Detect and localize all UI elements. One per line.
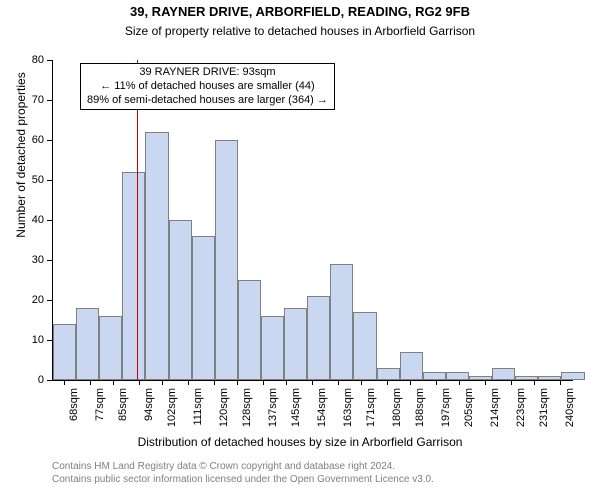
- x-tick-mark: [338, 380, 339, 385]
- y-tick-mark: [47, 140, 52, 141]
- x-tick-label: 180sqm: [391, 388, 403, 436]
- y-tick-label: 80: [20, 54, 44, 66]
- chart-subtitle: Size of property relative to detached ho…: [0, 24, 600, 38]
- y-axis-label: Number of detached properties: [14, 0, 28, 315]
- y-tick-mark: [47, 180, 52, 181]
- x-tick-mark: [263, 380, 264, 385]
- y-tick-label: 20: [20, 294, 44, 306]
- footer-line-1: Contains HM Land Registry data © Crown c…: [52, 460, 434, 473]
- histogram-bar: [122, 172, 145, 380]
- histogram-bar: [284, 308, 307, 380]
- histogram-bar: [99, 316, 122, 380]
- x-tick-label: 137sqm: [267, 388, 279, 436]
- histogram-bar: [469, 376, 492, 380]
- x-tick-mark: [312, 380, 313, 385]
- histogram-bar: [353, 312, 376, 380]
- histogram-bar: [377, 368, 400, 380]
- y-tick-label: 0: [20, 374, 44, 386]
- y-tick-mark: [47, 100, 52, 101]
- x-tick-label: 68sqm: [68, 388, 80, 436]
- x-tick-label: 128sqm: [241, 388, 253, 436]
- x-tick-mark: [387, 380, 388, 385]
- x-tick-mark: [459, 380, 460, 385]
- annotation-line-1: 39 RAYNER DRIVE: 93sqm: [87, 66, 328, 80]
- x-tick-mark: [485, 380, 486, 385]
- chart-title: 39, RAYNER DRIVE, ARBORFIELD, READING, R…: [0, 4, 600, 19]
- x-tick-label: 197sqm: [440, 388, 452, 436]
- histogram-bar: [446, 372, 469, 380]
- histogram-bar: [261, 316, 284, 380]
- y-tick-mark: [47, 300, 52, 301]
- x-tick-label: 145sqm: [290, 388, 302, 436]
- histogram-bar: [53, 324, 76, 380]
- x-tick-mark: [90, 380, 91, 385]
- x-axis-label: Distribution of detached houses by size …: [0, 435, 600, 449]
- footer-line-2: Contains public sector information licen…: [52, 473, 434, 486]
- y-tick-label: 10: [20, 334, 44, 346]
- histogram-bar: [215, 140, 238, 380]
- x-tick-label: 102sqm: [166, 388, 178, 436]
- x-tick-mark: [534, 380, 535, 385]
- x-tick-label: 223sqm: [515, 388, 527, 436]
- y-tick-label: 60: [20, 134, 44, 146]
- x-tick-mark: [286, 380, 287, 385]
- x-tick-mark: [188, 380, 189, 385]
- x-tick-label: 111sqm: [192, 388, 204, 436]
- y-tick-mark: [47, 60, 52, 61]
- histogram-bar: [145, 132, 168, 380]
- histogram-bar: [400, 352, 423, 380]
- histogram-bar: [330, 264, 353, 380]
- x-tick-mark: [214, 380, 215, 385]
- x-tick-label: 214sqm: [489, 388, 501, 436]
- annotation-line-2: ← 11% of detached houses are smaller (44…: [87, 80, 328, 94]
- y-tick-mark: [47, 380, 52, 381]
- x-tick-mark: [64, 380, 65, 385]
- histogram-bar: [561, 372, 584, 380]
- x-tick-label: 188sqm: [414, 388, 426, 436]
- y-tick-mark: [47, 340, 52, 341]
- x-tick-label: 163sqm: [342, 388, 354, 436]
- x-tick-mark: [410, 380, 411, 385]
- histogram-bar: [192, 236, 215, 380]
- x-tick-label: 94sqm: [143, 388, 155, 436]
- histogram-bar: [538, 376, 561, 380]
- histogram-bar: [238, 280, 261, 380]
- x-tick-mark: [511, 380, 512, 385]
- y-tick-label: 50: [20, 174, 44, 186]
- x-tick-label: 171sqm: [365, 388, 377, 436]
- histogram-chart: 39, RAYNER DRIVE, ARBORFIELD, READING, R…: [0, 0, 600, 500]
- x-tick-mark: [113, 380, 114, 385]
- y-tick-mark: [47, 260, 52, 261]
- histogram-bar: [76, 308, 99, 380]
- y-tick-mark: [47, 220, 52, 221]
- x-tick-label: 205sqm: [463, 388, 475, 436]
- annotation-line-3: 89% of semi-detached houses are larger (…: [87, 94, 328, 108]
- histogram-bar: [423, 372, 446, 380]
- y-tick-label: 40: [20, 214, 44, 226]
- x-tick-label: 154sqm: [316, 388, 328, 436]
- histogram-bar: [307, 296, 330, 380]
- x-tick-mark: [560, 380, 561, 385]
- y-tick-label: 70: [20, 94, 44, 106]
- annotation-box: 39 RAYNER DRIVE: 93sqm ← 11% of detached…: [80, 63, 335, 110]
- footer-text: Contains HM Land Registry data © Crown c…: [52, 460, 434, 486]
- x-tick-label: 231sqm: [538, 388, 550, 436]
- x-tick-mark: [139, 380, 140, 385]
- x-tick-label: 240sqm: [564, 388, 576, 436]
- x-tick-mark: [237, 380, 238, 385]
- y-tick-label: 30: [20, 254, 44, 266]
- histogram-bar: [492, 368, 515, 380]
- x-tick-mark: [436, 380, 437, 385]
- x-tick-label: 120sqm: [218, 388, 230, 436]
- x-tick-label: 85sqm: [117, 388, 129, 436]
- x-tick-mark: [162, 380, 163, 385]
- x-tick-mark: [361, 380, 362, 385]
- x-tick-label: 77sqm: [94, 388, 106, 436]
- histogram-bar: [169, 220, 192, 380]
